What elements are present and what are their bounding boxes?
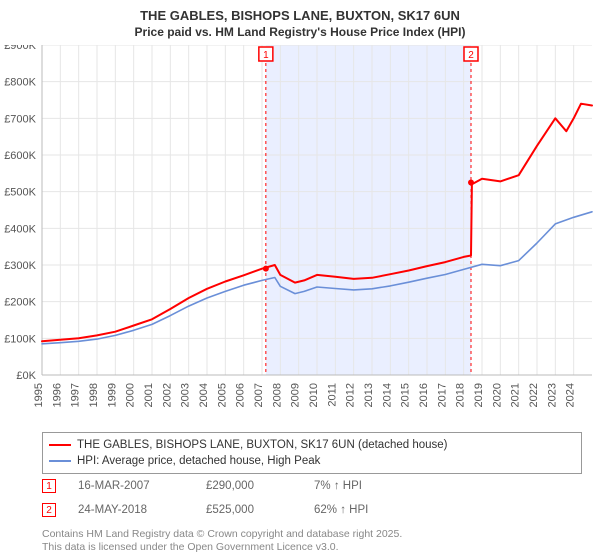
svg-text:2024: 2024 [565, 383, 577, 407]
legend: THE GABLES, BISHOPS LANE, BUXTON, SK17 6… [42, 432, 582, 474]
svg-text:2021: 2021 [510, 383, 522, 407]
title-line-2: Price paid vs. HM Land Registry's House … [0, 25, 600, 39]
svg-text:2001: 2001 [143, 383, 155, 407]
legend-label: HPI: Average price, detached house, High… [77, 455, 320, 467]
transaction-hpi-delta: 7% ↑ HPI [314, 480, 434, 492]
svg-text:2: 2 [468, 50, 474, 61]
svg-text:1997: 1997 [70, 383, 82, 407]
svg-text:1: 1 [263, 50, 269, 61]
transaction-date: 16-MAR-2007 [78, 480, 188, 492]
titles: THE GABLES, BISHOPS LANE, BUXTON, SK17 6… [0, 0, 600, 39]
svg-text:2002: 2002 [161, 383, 173, 407]
svg-text:£800K: £800K [4, 77, 36, 89]
svg-text:2003: 2003 [180, 383, 192, 407]
svg-text:£500K: £500K [4, 187, 36, 199]
svg-text:£0K: £0K [16, 370, 36, 382]
svg-text:1998: 1998 [88, 383, 100, 407]
svg-text:2009: 2009 [290, 383, 302, 407]
transaction-price: £525,000 [206, 504, 296, 516]
transaction-date: 24-MAY-2018 [78, 504, 188, 516]
svg-text:2007: 2007 [253, 383, 265, 407]
svg-text:2013: 2013 [363, 383, 375, 407]
transaction-row: 2 24-MAY-2018 £525,000 62% ↑ HPI [42, 498, 582, 522]
svg-text:2012: 2012 [345, 383, 357, 407]
svg-text:2018: 2018 [455, 383, 467, 407]
svg-text:1999: 1999 [106, 383, 118, 407]
svg-text:1995: 1995 [33, 383, 45, 407]
transaction-hpi-delta: 62% ↑ HPI [314, 504, 434, 516]
transaction-row: 1 16-MAR-2007 £290,000 7% ↑ HPI [42, 474, 582, 498]
svg-text:2004: 2004 [198, 383, 210, 407]
chart-area: £0K £100K £200K £300K £400K £500K £600K £700K £8… [0, 45, 600, 417]
legend-label: THE GABLES, BISHOPS LANE, BUXTON, SK17 6… [77, 439, 448, 451]
price-chart: £0K £100K £200K £300K £400K £500K £600K £700K £8… [0, 45, 600, 417]
footer: Contains HM Land Registry data © Crown c… [42, 528, 402, 554]
transaction-price: £290,000 [206, 480, 296, 492]
legend-item: HPI: Average price, detached house, High… [47, 453, 577, 469]
svg-text:£600K: £600K [4, 150, 36, 162]
svg-text:£400K: £400K [4, 223, 36, 235]
svg-text:2008: 2008 [271, 383, 283, 407]
svg-text:2016: 2016 [418, 383, 430, 407]
svg-text:2010: 2010 [308, 383, 320, 407]
svg-text:2014: 2014 [381, 383, 393, 407]
footer-line-1: Contains HM Land Registry data © Crown c… [42, 528, 402, 541]
transactions-table: 1 16-MAR-2007 £290,000 7% ↑ HPI 2 24-MAY-2018… [42, 474, 582, 522]
svg-text:£300K: £300K [4, 260, 36, 272]
title-line-1: THE GABLES, BISHOPS LANE, BUXTON, SK17 6… [0, 8, 600, 23]
svg-text:2006: 2006 [235, 383, 247, 407]
marker-badge: 1 [42, 479, 56, 493]
svg-text:2000: 2000 [125, 383, 137, 407]
svg-text:£700K: £700K [4, 113, 36, 125]
legend-swatch [49, 444, 71, 446]
svg-text:1996: 1996 [51, 383, 63, 407]
marker-badge: 2 [42, 503, 56, 517]
svg-text:2011: 2011 [326, 383, 338, 407]
footer-line-2: This data is licensed under the Open Gov… [42, 541, 402, 554]
svg-text:£100K: £100K [4, 333, 36, 345]
svg-text:2019: 2019 [473, 383, 485, 407]
svg-text:2020: 2020 [491, 383, 503, 407]
svg-text:£200K: £200K [4, 297, 36, 309]
svg-text:2022: 2022 [528, 383, 540, 407]
svg-text:2023: 2023 [546, 383, 558, 407]
chart-card: THE GABLES, BISHOPS LANE, BUXTON, SK17 6… [0, 0, 600, 560]
legend-swatch [49, 460, 71, 462]
svg-text:£900K: £900K [4, 45, 36, 52]
svg-text:2015: 2015 [400, 383, 412, 407]
svg-text:2017: 2017 [436, 383, 448, 407]
legend-item: THE GABLES, BISHOPS LANE, BUXTON, SK17 6… [47, 437, 577, 453]
svg-text:2005: 2005 [216, 383, 228, 407]
